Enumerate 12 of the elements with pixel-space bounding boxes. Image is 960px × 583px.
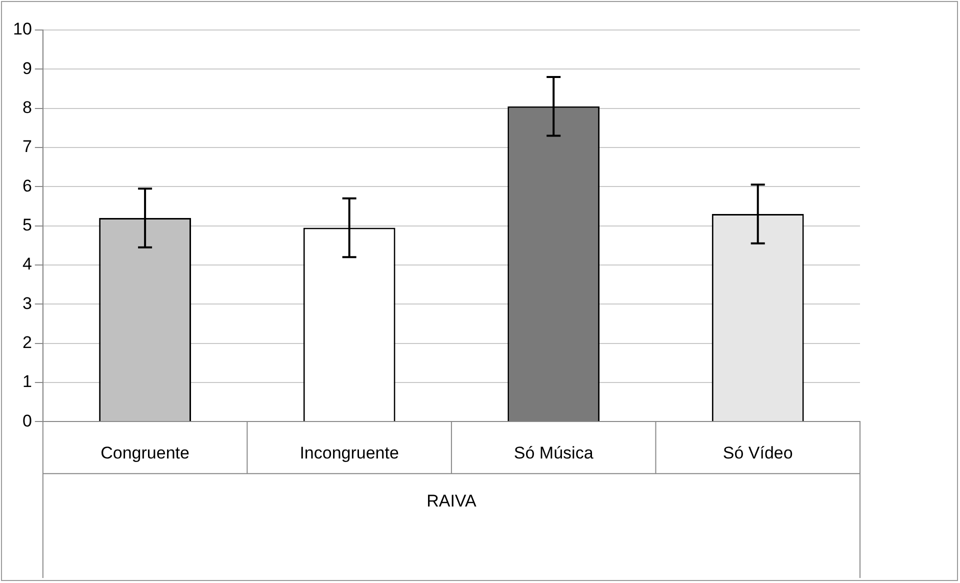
y-tick-label: 5 [22,215,32,234]
y-tick-label: 2 [22,332,32,352]
y-tick-label: 6 [22,176,32,196]
y-tick-label: 7 [22,137,32,156]
y-tick-label: 3 [22,294,32,313]
y-tick-label: 1 [22,372,32,392]
y-tick-label: 4 [22,254,32,274]
y-tick-label: 0 [22,411,32,430]
y-tick-label: 9 [22,58,32,78]
y-tick-label: 8 [22,98,32,118]
x-axis-title: RAIVA [426,491,477,510]
y-tick-label: 10 [12,20,32,39]
